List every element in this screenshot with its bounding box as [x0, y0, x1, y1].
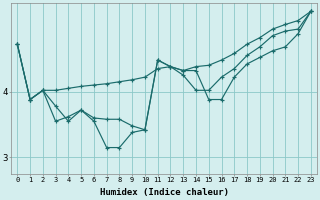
X-axis label: Humidex (Indice chaleur): Humidex (Indice chaleur): [100, 188, 228, 197]
